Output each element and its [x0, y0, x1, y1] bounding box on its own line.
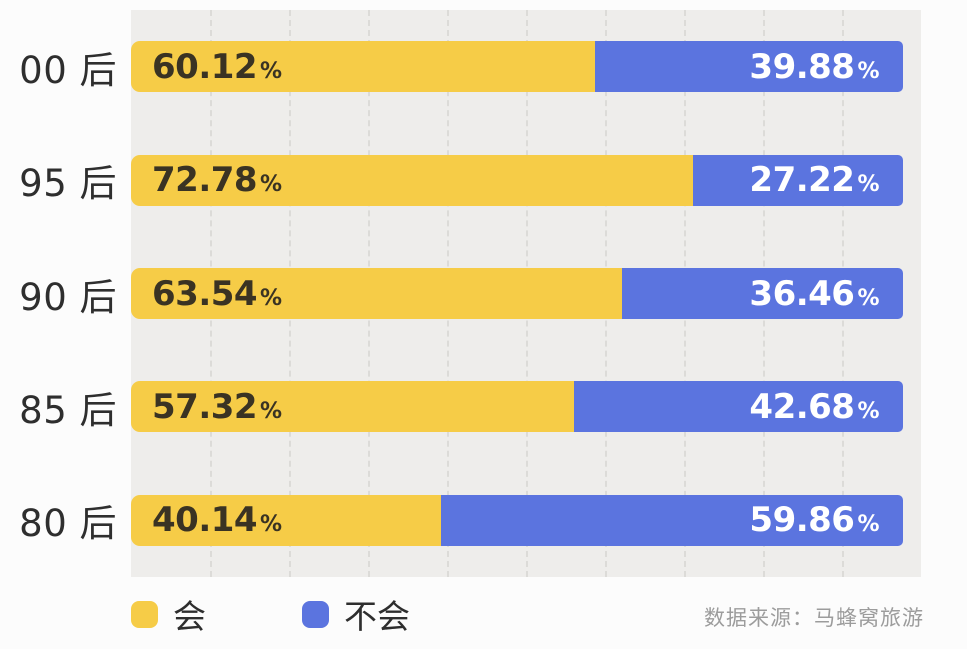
bar-row-85hou: 85 后 57.32% 42.68%	[0, 350, 921, 463]
value-label-no: 39.88%	[749, 46, 879, 87]
value-label-no: 36.46%	[749, 273, 879, 314]
value-label-yes: 40.14%	[152, 500, 282, 541]
legend-swatch-no	[302, 600, 329, 628]
bar-segment-no: 42.68%	[573, 381, 903, 433]
legend-item-no: 不会	[302, 590, 410, 638]
bar-track: 40.14% 59.86%	[131, 494, 903, 546]
bar-segment-yes: 40.14%	[131, 494, 441, 546]
bar-segment-yes: 57.32%	[131, 381, 574, 433]
legend: 会 不会	[131, 590, 410, 638]
bar-row-00hou: 00 后 60.12% 39.88%	[0, 10, 921, 123]
bar-rows: 00 后 60.12% 39.88% 95 后 72.78% 27.22%	[0, 10, 921, 577]
category-label: 90 后	[19, 275, 117, 319]
bar-segment-yes: 72.78%	[131, 154, 693, 206]
legend-item-yes: 会	[131, 590, 206, 638]
bar-segment-yes: 63.54%	[131, 268, 622, 320]
bar-track: 57.32% 42.68%	[131, 381, 903, 433]
bar-segment-no: 59.86%	[440, 494, 903, 546]
data-source: 数据来源：马蜂窝旅游	[704, 606, 924, 630]
legend-label-yes: 会	[173, 597, 206, 636]
value-label-yes: 72.78%	[152, 160, 282, 201]
value-label-no: 27.22%	[749, 160, 879, 201]
bar-segment-no: 39.88%	[595, 41, 903, 93]
bar-segment-no: 27.22%	[692, 154, 903, 206]
value-label-yes: 57.32%	[152, 386, 282, 427]
legend-label-no: 不会	[344, 597, 410, 636]
bar-segment-no: 36.46%	[621, 268, 903, 320]
value-label-no: 42.68%	[749, 386, 879, 427]
category-label: 95 后	[19, 162, 117, 206]
value-label-yes: 60.12%	[152, 46, 282, 87]
value-label-no: 59.86%	[749, 500, 879, 541]
category-label: 00 后	[19, 48, 117, 92]
legend-swatch-yes	[131, 600, 158, 628]
bar-track: 72.78% 27.22%	[131, 154, 903, 206]
bar-row-80hou: 80 后 40.14% 59.86%	[0, 464, 921, 577]
bar-track: 60.12% 39.88%	[131, 41, 903, 93]
bar-row-90hou: 90 后 63.54% 36.46%	[0, 237, 921, 350]
value-label-yes: 63.54%	[152, 273, 282, 314]
bar-track: 63.54% 36.46%	[131, 268, 903, 320]
category-label: 85 后	[19, 388, 117, 432]
bar-row-95hou: 95 后 72.78% 27.22%	[0, 123, 921, 236]
bar-segment-yes: 60.12%	[131, 41, 596, 93]
category-label: 80 后	[19, 502, 117, 546]
